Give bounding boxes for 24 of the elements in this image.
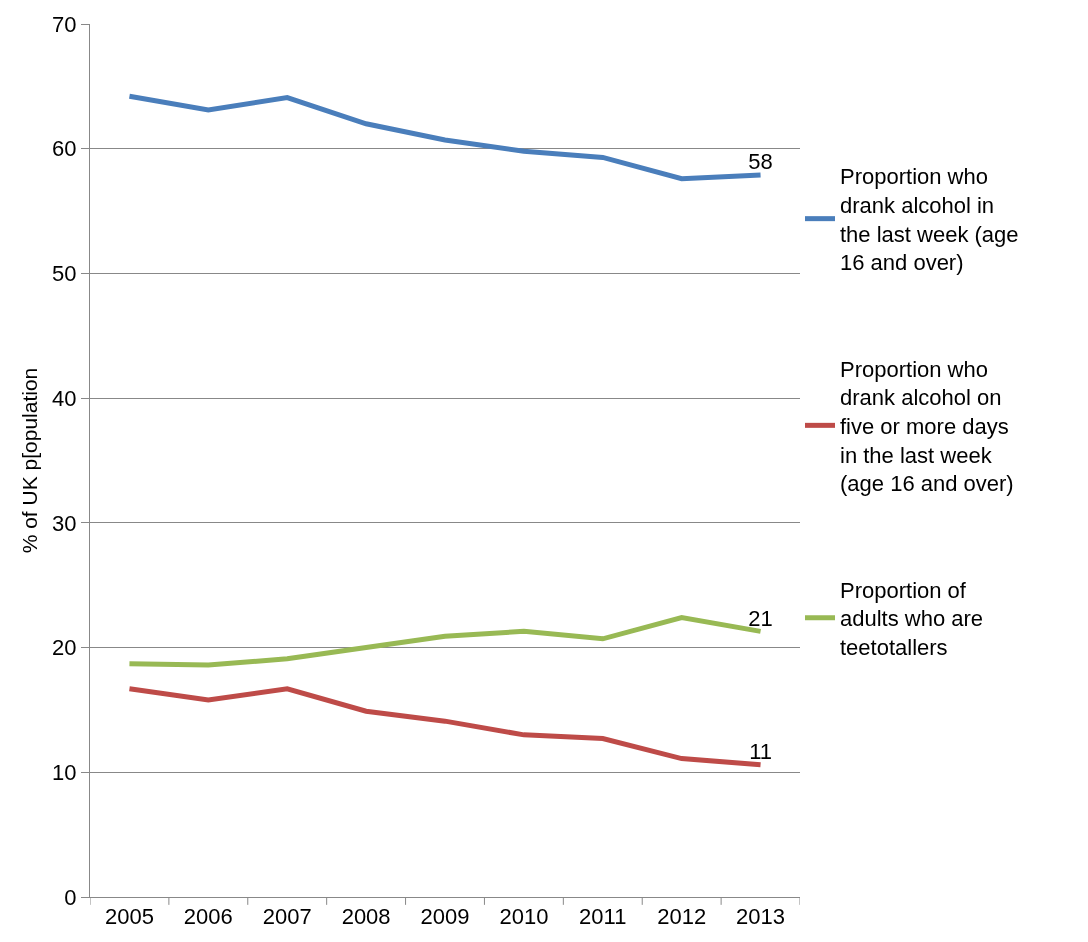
y-tick-label: 60 (52, 136, 77, 162)
x-tick-label: 2012 (657, 904, 707, 930)
legend-label: Proportion of adults who are teetotallers (840, 577, 984, 660)
y-tick-label: 10 (52, 759, 77, 785)
legend-label: Proportion who drank alcohol in the last week (age 16 and over) (840, 164, 1019, 276)
x-tick-label: 2011 (579, 904, 627, 930)
x-tick-label: 2009 (420, 904, 470, 930)
y-tick-label: 30 (52, 510, 77, 536)
data-label: 11 (749, 739, 772, 765)
data-label: 58 (748, 149, 773, 175)
x-tick-label: 2006 (183, 904, 233, 930)
x-tick-label: 2007 (262, 904, 312, 930)
legend-label: Proportion who drank alcohol on five or more days in the last week (age 16 and over) (840, 356, 1014, 497)
y-tick-label: 70 (52, 11, 77, 37)
x-tick-label: 2010 (499, 904, 549, 930)
y-tick-label: 50 (52, 261, 77, 287)
y-tick-label: 40 (52, 385, 77, 411)
y-tick-label: 20 (52, 635, 77, 661)
y-axis-title: % of UK p[opulation (18, 367, 42, 554)
y-tick-label: 0 (64, 884, 77, 910)
x-tick-label: 2013 (736, 904, 786, 930)
data-label: 21 (748, 605, 773, 631)
x-tick-label: 2005 (104, 904, 154, 930)
x-tick-label: 2008 (341, 904, 391, 930)
